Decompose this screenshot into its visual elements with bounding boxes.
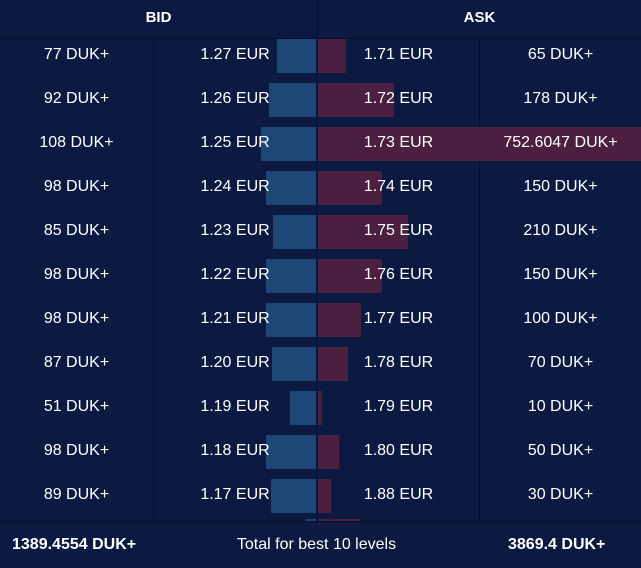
order-book-row: 85 DUK+ 1.23 EUR 1.75 EUR 210 DUK+ [0, 215, 641, 259]
ask-total: 3869.4 DUK+ [508, 536, 606, 553]
bid-quantity: 98 DUK+ [43, 266, 110, 283]
bid-price: 1.26 EUR [200, 90, 270, 107]
bid-depth-bar [266, 303, 316, 337]
ask-depth-bar [318, 83, 394, 117]
ask-quantity: 150 DUK+ [523, 266, 598, 283]
bid-price: 1.17 EUR [200, 486, 270, 503]
ask-depth-bar [318, 215, 408, 249]
bid-depth-bar [272, 347, 316, 381]
bid-depth-bar [269, 83, 316, 117]
ask-column-header: ASK [463, 9, 496, 26]
ask-price: 1.74 EUR [363, 178, 434, 195]
ask-price: 1.73 EUR [363, 134, 434, 151]
order-book: 77 DUK+ 1.27 EUR 1.71 EUR 65 DUK+ 92 DUK+ 1.2… [0, 39, 641, 523]
bid-price: 1.23 EUR [200, 222, 270, 239]
bid-quantity: 89 DUK+ [43, 486, 110, 503]
order-book-row: 108 DUK+ 1.25 EUR 1.73 EUR 752.6047 DUK+ [0, 127, 641, 171]
order-book-row: 77 DUK+ 1.27 EUR 1.71 EUR 65 DUK+ [0, 39, 641, 83]
ask-depth-bar [318, 39, 346, 73]
ask-price: 1.77 EUR [363, 310, 434, 327]
bid-quantity: 98 DUK+ [43, 442, 110, 459]
ask-depth-bar [318, 259, 382, 293]
ask-quantity: 70 DUK+ [527, 354, 594, 371]
ask-price: 1.72 EUR [363, 90, 434, 107]
ask-depth-bar [318, 127, 641, 161]
bid-quantity: 98 DUK+ [43, 310, 110, 327]
bid-quantity: 87 DUK+ [43, 354, 110, 371]
ask-depth-bar-partial [318, 519, 360, 522]
order-book-row: 89 DUK+ 1.17 EUR 1.88 EUR 30 DUK+ [0, 479, 641, 523]
ask-quantity: 178 DUK+ [523, 90, 598, 107]
ask-price: 1.75 EUR [363, 222, 434, 239]
order-book-row: 51 DUK+ 1.19 EUR 1.79 EUR 10 DUK+ [0, 391, 641, 435]
ask-quantity: 65 DUK+ [527, 46, 594, 63]
bid-depth-bar [290, 391, 316, 425]
bid-depth-bar [277, 39, 316, 73]
ask-quantity: 50 DUK+ [527, 442, 594, 459]
order-book-row: 98 DUK+ 1.24 EUR 1.74 EUR 150 DUK+ [0, 171, 641, 215]
bid-price: 1.22 EUR [200, 266, 270, 283]
bid-depth-bar [266, 435, 316, 469]
order-book-row: 98 DUK+ 1.22 EUR 1.76 EUR 150 DUK+ [0, 259, 641, 303]
bid-price: 1.24 EUR [200, 178, 270, 195]
ask-price: 1.79 EUR [363, 398, 434, 415]
bid-price: 1.27 EUR [200, 46, 270, 63]
bid-price: 1.21 EUR [200, 310, 270, 327]
ask-price: 1.71 EUR [363, 46, 434, 63]
bid-depth-bar-partial [306, 519, 316, 522]
bid-price: 1.19 EUR [200, 398, 270, 415]
bid-quantity: 77 DUK+ [43, 46, 110, 63]
ask-price: 1.80 EUR [363, 442, 434, 459]
ask-quantity: 150 DUK+ [523, 178, 598, 195]
bid-column-header: BID [0, 0, 318, 38]
bid-quantity: 92 DUK+ [43, 90, 110, 107]
bid-price: 1.18 EUR [200, 442, 270, 459]
order-book-row: 92 DUK+ 1.26 EUR 1.72 EUR 178 DUK+ [0, 83, 641, 127]
divider-center [317, 39, 318, 521]
bid-quantity: 85 DUK+ [43, 222, 110, 239]
divider-bid-qty [153, 39, 154, 521]
bid-depth-bar [266, 171, 316, 205]
bid-depth-bar [271, 479, 316, 513]
bid-quantity: 108 DUK+ [39, 134, 114, 151]
order-book-row: 87 DUK+ 1.20 EUR 1.78 EUR 70 DUK+ [0, 347, 641, 391]
ask-price: 1.78 EUR [363, 354, 434, 371]
order-book-row: 98 DUK+ 1.18 EUR 1.80 EUR 50 DUK+ [0, 435, 641, 479]
bid-total: 1389.4554 DUK+ [12, 536, 137, 553]
ask-depth-bar [318, 303, 361, 337]
bid-depth-bar [273, 215, 316, 249]
ask-quantity: 30 DUK+ [527, 486, 594, 503]
bid-price: 1.20 EUR [200, 354, 270, 371]
order-book-row: 98 DUK+ 1.21 EUR 1.77 EUR 100 DUK+ [0, 303, 641, 347]
bid-depth-bar [261, 127, 316, 161]
ask-quantity: 752.6047 DUK+ [503, 134, 618, 151]
ask-depth-bar [318, 347, 348, 381]
order-book-header: BID ASK [0, 0, 641, 39]
divider-ask-qty [479, 39, 480, 521]
ask-depth-bar [318, 171, 382, 205]
ask-depth-bar [318, 391, 322, 425]
ask-price: 1.76 EUR [363, 266, 434, 283]
ask-depth-bar [318, 435, 339, 469]
bid-quantity: 51 DUK+ [43, 398, 110, 415]
ask-quantity: 100 DUK+ [523, 310, 598, 327]
ask-price: 1.88 EUR [363, 486, 434, 503]
bid-quantity: 98 DUK+ [43, 178, 110, 195]
ask-quantity: 210 DUK+ [523, 222, 598, 239]
bid-price: 1.25 EUR [200, 134, 270, 151]
order-book-footer: 1389.4554 DUK+ Total for best 10 levels … [0, 521, 641, 563]
bid-depth-bar [266, 259, 316, 293]
ask-depth-bar [318, 479, 331, 513]
ask-quantity: 10 DUK+ [527, 398, 594, 415]
totals-label: Total for best 10 levels [236, 536, 397, 553]
